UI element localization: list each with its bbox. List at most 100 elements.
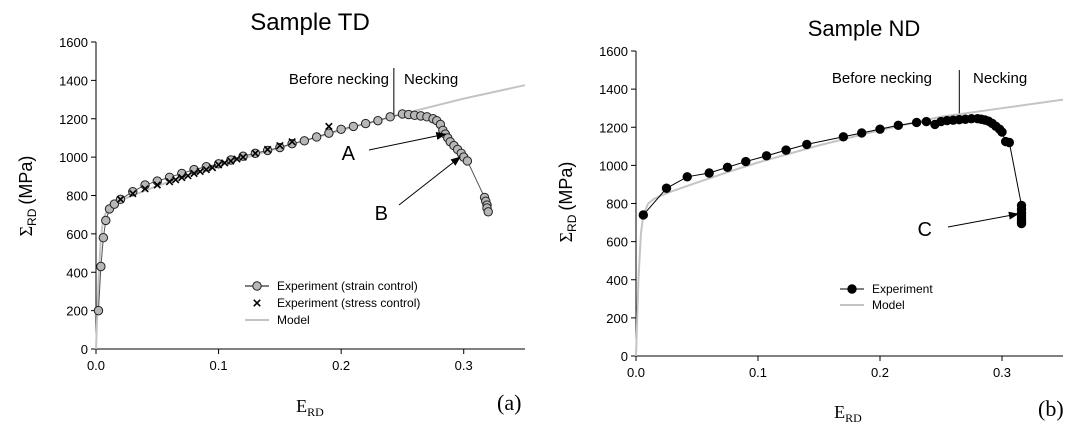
data-point [190, 169, 198, 178]
series-x [116, 122, 333, 204]
data-point [661, 183, 672, 193]
chart-panel-b: Sample ND 0 200 400 600 800 1000 1200 1400 1600 0.… [556, 16, 1064, 425]
data-point [202, 165, 211, 174]
data-point [96, 261, 106, 272]
x-axis-label: ERD [296, 396, 324, 419]
data-point [741, 156, 751, 167]
data-point [184, 171, 192, 180]
data-point [93, 305, 104, 316]
data-point [109, 199, 120, 209]
data-point [638, 210, 649, 220]
x-tick-label: 0.1 [210, 358, 228, 373]
data-point [299, 136, 310, 146]
data-point [324, 128, 334, 138]
data-point [921, 116, 932, 127]
legend: Experiment (strain control) Experiment (s… [245, 279, 420, 327]
y-tick-label: 800 [606, 197, 628, 212]
data-point [385, 112, 395, 122]
legend-swatch-marker [847, 284, 857, 294]
y-tick-label: 1400 [59, 73, 88, 88]
data-point [141, 185, 149, 193]
y-tick-label: 200 [66, 304, 88, 319]
data-point [682, 172, 692, 182]
data-point [287, 138, 297, 149]
data-point [178, 173, 186, 182]
data-point [373, 115, 383, 126]
data-point [233, 155, 241, 163]
data-point [311, 132, 322, 142]
data-point [153, 181, 162, 189]
series-circle-black [638, 113, 1027, 229]
data-point [98, 233, 109, 243]
data-point [171, 176, 180, 184]
data-point [483, 207, 493, 217]
data-point [1004, 137, 1015, 148]
data-point [893, 120, 904, 131]
panel-label: (b) [1038, 396, 1064, 421]
data-point [276, 141, 284, 150]
data-point [101, 215, 111, 226]
data-point [997, 127, 1007, 137]
data-point [129, 189, 137, 198]
annotation-label-a: A [342, 143, 356, 165]
y-tick-label: 1600 [59, 35, 88, 50]
y-tick-label: 1000 [599, 158, 628, 173]
annotation-arrow [398, 156, 461, 206]
x-tick-label: 0.3 [455, 358, 473, 373]
x-tick-label: 0.3 [993, 365, 1011, 380]
data-point [348, 121, 359, 132]
legend: Experiment Model [840, 282, 933, 312]
data-point [227, 157, 235, 165]
legend-label: Experiment [872, 282, 933, 296]
before-necking-label: Before necking [832, 70, 932, 87]
legend-label: Model [872, 298, 905, 312]
necking-label: Necking [973, 70, 1027, 87]
data-point [761, 151, 772, 161]
data-point [336, 124, 346, 135]
data-point [165, 177, 174, 186]
data-point [838, 132, 849, 142]
chart-title: Sample TD [250, 9, 370, 36]
data-point [704, 168, 714, 178]
y-tick-label: 1000 [59, 150, 88, 165]
data-point [263, 145, 272, 154]
y-tick-label: 1400 [599, 82, 628, 97]
x-axis-label: ERD [834, 402, 862, 425]
x-tick-label: 0.0 [627, 365, 645, 380]
data-point [288, 138, 296, 146]
x-tick-label: 0.0 [87, 358, 105, 373]
necking-label: Necking [404, 71, 458, 88]
annotation-arrow [947, 211, 1019, 228]
data-point [208, 163, 217, 172]
series-circle-gray [93, 109, 493, 316]
y-tick-label: 400 [606, 273, 628, 288]
legend-label: Experiment (strain control) [277, 279, 418, 293]
data-point [462, 156, 473, 166]
y-tick-label: 800 [66, 189, 88, 204]
data-point [911, 117, 922, 128]
data-point [275, 142, 285, 153]
y-tick-label: 0 [81, 342, 88, 357]
data-point [251, 149, 260, 158]
x-tick-label: 0.2 [332, 358, 350, 373]
data-point [116, 195, 125, 204]
data-point [196, 167, 204, 176]
data-point [722, 162, 733, 172]
legend-label: Experiment (stress control) [277, 296, 420, 310]
y-tick-label: 1600 [599, 44, 628, 59]
data-point [875, 124, 885, 134]
y-tick-label: 600 [66, 227, 88, 242]
y-tick-label: 200 [606, 311, 628, 326]
y-tick-label: 0 [621, 349, 628, 364]
y-tick-label: 1200 [59, 112, 88, 127]
y-tick-label: 1200 [599, 120, 628, 135]
x-tick-label: 0.2 [871, 365, 889, 380]
data-point [1016, 218, 1027, 229]
data-point [239, 153, 247, 161]
data-point [220, 159, 229, 167]
data-point [360, 118, 371, 129]
data-point [214, 161, 223, 169]
y-tick-label: 600 [606, 235, 628, 250]
chart-panel-a: Sample TD 0 200 400 600 800 1000 1200 1400 1600 0.… [16, 9, 526, 419]
